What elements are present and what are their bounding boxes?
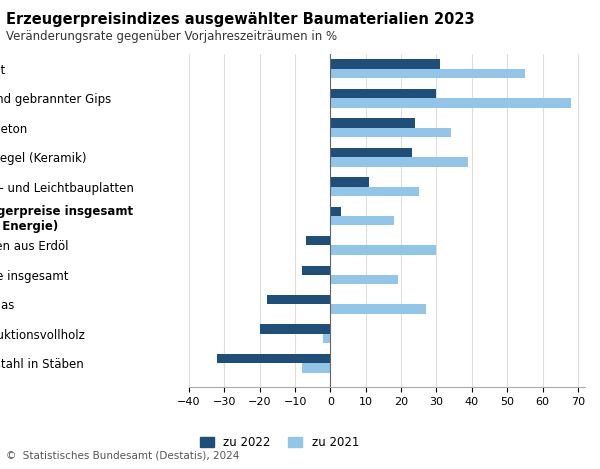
Bar xyxy=(305,236,331,245)
Bar xyxy=(217,354,331,363)
Bar xyxy=(331,275,398,284)
Bar xyxy=(331,216,394,226)
Bar xyxy=(331,177,370,187)
Bar xyxy=(331,68,525,78)
Bar xyxy=(331,118,415,128)
Bar xyxy=(331,187,419,196)
Text: Erzeugerpreisindizes ausgewählter Baumaterialien 2023: Erzeugerpreisindizes ausgewählter Baumat… xyxy=(6,12,475,27)
Bar xyxy=(260,325,331,334)
Text: ©  Statistisches Bundesamt (Destatis), 2024: © Statistisches Bundesamt (Destatis), 20… xyxy=(6,451,239,461)
Bar xyxy=(323,334,331,343)
Bar xyxy=(331,59,440,68)
Bar xyxy=(302,363,331,373)
Bar xyxy=(331,89,436,98)
Text: Veränderungsrate gegenüber Vorjahreszeiträumen in %: Veränderungsrate gegenüber Vorjahreszeit… xyxy=(6,30,337,44)
Bar xyxy=(302,265,331,275)
Bar xyxy=(331,128,451,137)
Legend: zu 2022, zu 2021: zu 2022, zu 2021 xyxy=(195,431,364,454)
Bar xyxy=(331,148,412,157)
Bar xyxy=(331,304,426,314)
Bar xyxy=(331,157,469,166)
Bar xyxy=(267,295,331,304)
Bar xyxy=(331,245,436,255)
Bar xyxy=(331,206,341,216)
Bar xyxy=(331,98,571,107)
